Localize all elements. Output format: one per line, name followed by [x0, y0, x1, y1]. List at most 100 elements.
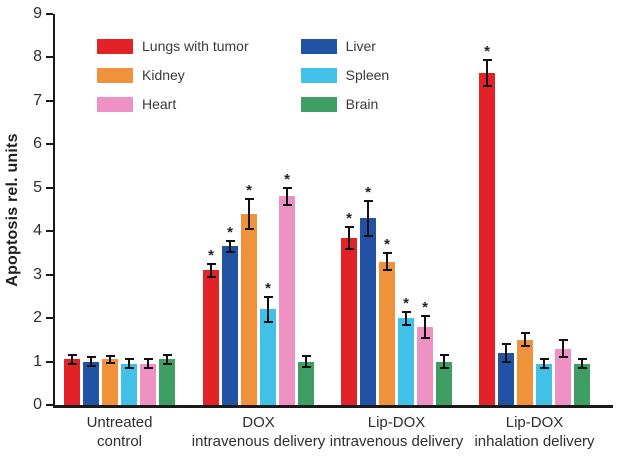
error-bar: [229, 241, 231, 252]
error-bar-cap: [401, 323, 411, 326]
bar: [498, 352, 514, 405]
bar: [222, 246, 238, 405]
error-bar-cap: [105, 354, 115, 357]
legend: Lungs with tumor Kidney Heart Liver Spleen Br…: [97, 38, 389, 112]
error-bar: [286, 187, 288, 206]
bar: [341, 237, 357, 405]
error-bar-cap: [501, 360, 511, 363]
error-bar-cap: [244, 228, 254, 231]
legend-label: Spleen: [345, 67, 390, 83]
legend-swatch: [300, 38, 337, 54]
bar: [417, 326, 433, 405]
error-bar: [267, 297, 269, 322]
y-tick-label: 5: [33, 178, 42, 196]
significance-asterisk: *: [484, 42, 490, 60]
error-bar-cap: [439, 354, 449, 357]
legend-swatch: [300, 67, 337, 83]
y-tick-mark: [46, 317, 53, 320]
error-bar-cap: [124, 358, 134, 361]
error-bar: [71, 355, 73, 364]
significance-asterisk: *: [284, 170, 290, 188]
y-tick-label: 0: [33, 396, 42, 413]
error-bar-cap: [143, 358, 153, 361]
x-tick-label: DOX intravenous delivery: [169, 413, 349, 451]
error-bar: [505, 344, 507, 362]
error-bar-cap: [482, 58, 492, 61]
error-bar-cap: [401, 310, 411, 313]
y-tick-mark: [46, 273, 53, 276]
legend-item: Spleen: [300, 67, 390, 83]
error-bar-cap: [439, 367, 449, 370]
y-tick-label: 2: [33, 309, 42, 327]
y-tick-mark: [46, 13, 53, 15]
legend-label: Kidney: [142, 67, 185, 83]
error-bar: [90, 357, 92, 366]
error-bar-cap: [539, 367, 549, 370]
legend-item: Heart: [97, 96, 249, 112]
legend-item: Kidney: [97, 67, 249, 83]
significance-asterisk: *: [403, 294, 409, 312]
y-tick-mark: [46, 404, 53, 406]
error-bar-cap: [344, 247, 354, 250]
x-tick-label-line1: Untreated: [86, 414, 153, 431]
y-tick-mark: [46, 360, 53, 363]
error-bar-cap: [382, 251, 392, 254]
error-bar-cap: [206, 275, 216, 278]
legend-swatch: [97, 67, 133, 83]
bar: [140, 363, 156, 405]
error-bar: [367, 200, 369, 236]
error-bar-cap: [301, 355, 311, 358]
y-tick-mark: [46, 143, 53, 146]
y-tick-label: 7: [33, 91, 42, 109]
error-bar-cap: [363, 234, 373, 237]
plot-area: 0 1 2 3 4 5 6 7 8 9 * * * * * * * * * * * Untreated control D…: [33, 5, 613, 450]
legend-column: Liver Spleen Brain: [300, 38, 390, 112]
y-tick-label: 6: [33, 135, 42, 153]
error-bar-cap: [86, 364, 96, 367]
error-bar: [443, 355, 445, 369]
y-tick-mark: [46, 186, 53, 189]
y-axis-title: Apoptosis rel. units: [4, 133, 21, 287]
error-bar: [128, 359, 130, 369]
error-bar-cap: [225, 250, 235, 253]
bar: [517, 339, 533, 405]
legend-label: Lungs with tumor: [142, 38, 249, 54]
significance-asterisk: *: [422, 298, 428, 316]
significance-asterisk: *: [227, 224, 233, 242]
error-bar: [524, 333, 526, 347]
error-bar-cap: [482, 84, 492, 87]
error-bar-cap: [162, 362, 172, 365]
bar: [536, 363, 552, 405]
significance-asterisk: *: [246, 181, 252, 199]
bar: [298, 361, 314, 405]
x-tick-label-line2: control: [96, 433, 143, 450]
legend-swatch: [300, 96, 337, 112]
error-bar-cap: [263, 320, 273, 323]
bar: [121, 363, 137, 405]
error-bar: [543, 359, 545, 369]
legend-label: Liver: [345, 38, 376, 54]
legend-item: Liver: [300, 38, 390, 54]
x-tick-label-line2: inhalation delivery: [474, 433, 595, 450]
significance-asterisk: *: [346, 209, 352, 227]
x-tick-label-line1: Lip-DOX: [367, 414, 426, 431]
error-bar: [248, 198, 250, 230]
error-bar: [109, 355, 111, 363]
error-bar-cap: [520, 345, 530, 348]
bar: [241, 213, 257, 405]
error-bar-cap: [539, 358, 549, 361]
bar: [555, 348, 571, 405]
significance-asterisk: *: [384, 235, 390, 253]
error-bar-cap: [558, 356, 568, 359]
bar: [83, 361, 99, 405]
error-bar-cap: [263, 296, 273, 299]
error-bar: [305, 356, 307, 367]
error-bar-cap: [301, 365, 311, 368]
y-tick-label: 8: [33, 48, 42, 66]
legend-column: Lungs with tumor Kidney Heart: [97, 38, 249, 112]
bar: [479, 72, 495, 405]
error-bar-cap: [206, 262, 216, 265]
error-bar: [166, 355, 168, 364]
x-tick-label: Lip-DOX intravenous delivery: [307, 413, 487, 451]
y-tick-label: 9: [33, 5, 42, 22]
